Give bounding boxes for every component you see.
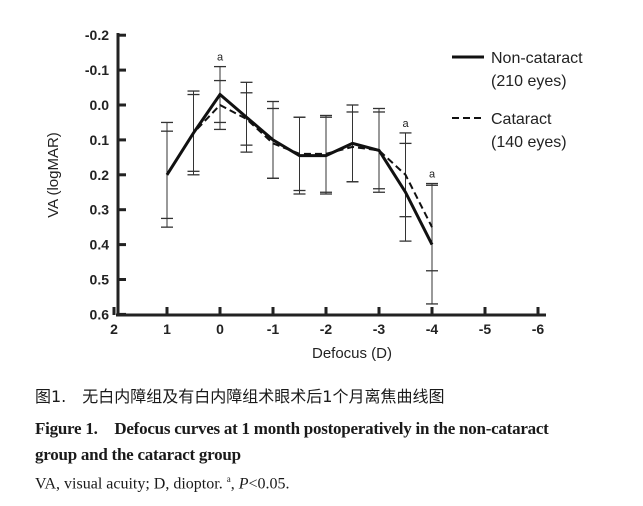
series-line-non-cataract — [165, 92, 434, 246]
defocus-chart: -0.2 -0.1 0.0 0.1 0.2 0.3 0.4 0.5 0.62 1 0 -1 -2 -3 -4… — [45, 27, 583, 362]
significance-marker: a — [429, 169, 436, 181]
caption-english-line1: Figure 1. Defocus curves at 1 month post… — [35, 419, 549, 438]
x-tick-label: -2 — [320, 321, 333, 337]
caption-chinese: 图1. 无白内障组及有白内障组术眼术后1个月离焦曲线图 — [35, 387, 445, 406]
caption-english-line2: group and the cataract group — [35, 445, 241, 464]
caption-note: VA, visual acuity; D, dioptor. a, P<0.05… — [35, 474, 290, 493]
note-value: <0.05. — [248, 475, 290, 493]
y-tick-label: 0.6 — [90, 306, 110, 322]
y-tick-label: 0.0 — [90, 97, 110, 113]
note-superscript: a — [226, 474, 231, 484]
note-comma: , — [230, 475, 239, 493]
y-tick-label: 0.3 — [90, 202, 110, 218]
error-bars — [161, 65, 438, 305]
legend-sublabel: (140 eyes) — [491, 134, 567, 151]
x-tick-label: -4 — [426, 321, 439, 337]
note-p: P — [238, 475, 249, 493]
legend-label: Cataract — [491, 111, 552, 128]
y-tick-label: 0.1 — [90, 132, 110, 148]
annotations: a a a — [217, 52, 436, 181]
y-tick-label: 0.4 — [90, 237, 110, 253]
legend-label: Non-cataract — [491, 50, 583, 67]
note-text: VA, visual acuity; D, dioptor. — [35, 475, 227, 493]
significance-marker: a — [217, 52, 224, 64]
y-tick-label: -0.1 — [85, 62, 109, 78]
legend: Non-cataract (210 eyes) Cataract (140 eyes) — [452, 50, 583, 151]
legend-sublabel: (210 eyes) — [491, 73, 567, 90]
series-lines — [165, 92, 434, 246]
x-tick-label: -3 — [373, 321, 386, 337]
y-tick-label: 0.5 — [90, 272, 110, 288]
x-tick-label: 2 — [110, 321, 118, 337]
x-tick-label: 0 — [216, 321, 224, 337]
x-axis-label: Defocus (D) — [312, 345, 392, 362]
significance-marker: a — [402, 118, 409, 130]
y-tick-label: 0.2 — [90, 167, 110, 183]
y-axis-label: VA (logMAR) — [45, 132, 62, 218]
x-tick-label: -6 — [532, 321, 545, 337]
axes: -0.2 -0.1 0.0 0.1 0.2 0.3 0.4 0.5 0.62 1 0 -1 -2 -3 -4… — [85, 27, 546, 337]
x-tick-label: -5 — [479, 321, 492, 337]
series-line-cataract — [166, 103, 433, 228]
x-tick-label: 1 — [163, 321, 171, 337]
y-tick-label: -0.2 — [85, 27, 109, 43]
x-tick-label: -1 — [267, 321, 280, 337]
